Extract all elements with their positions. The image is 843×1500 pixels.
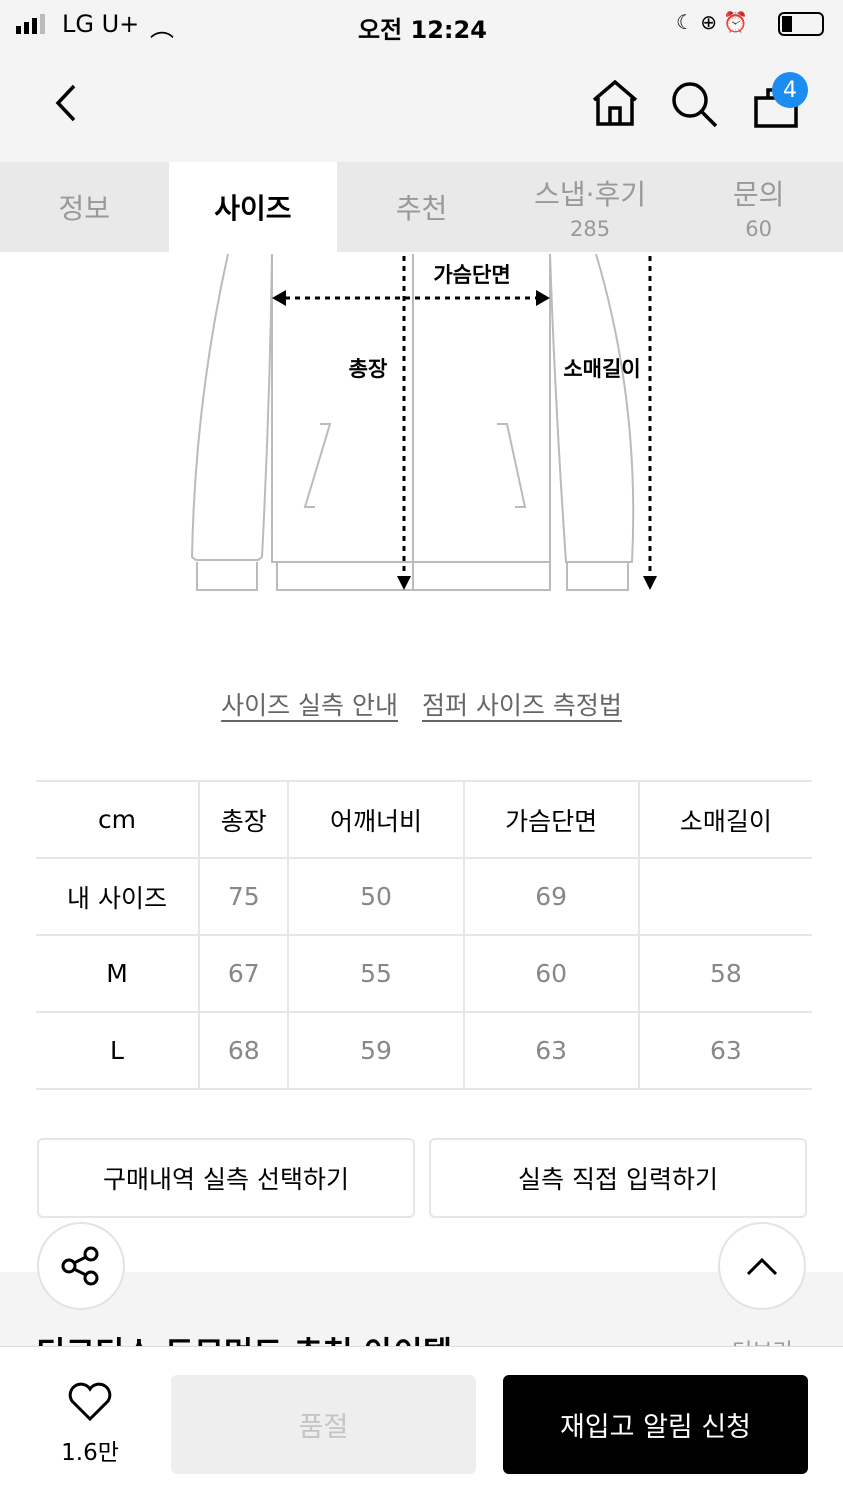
table-row: L 68 59 63 63	[36, 1011, 812, 1090]
cell: 58	[637, 934, 812, 1013]
measure-method-link[interactable]: 점퍼 사이즈 측정법	[421, 691, 622, 720]
tab-count: 285	[570, 217, 611, 241]
cell: 내 사이즈	[36, 857, 199, 936]
clock: 오전 12:24	[358, 16, 487, 44]
tab-info[interactable]: 정보	[0, 162, 169, 252]
back-icon[interactable]	[50, 82, 80, 124]
select-purchase-history-button[interactable]: 구매내역 실측 선택하기	[37, 1138, 415, 1218]
cell: L	[36, 1011, 199, 1090]
tab-qna[interactable]: 문의 60	[674, 162, 843, 252]
tab-label: 스냅·후기	[534, 178, 647, 211]
signal-icon	[16, 14, 45, 34]
cell: 59	[287, 1011, 464, 1090]
cell: 63	[637, 1011, 812, 1090]
size-table: cm 총장 어깨너비 가슴단면 소매길이 내 사이즈 75 50 69 M 67 55 60 58 L…	[36, 780, 812, 1090]
size-links: 사이즈 실측 안내 점퍼 사이즈 측정법	[0, 686, 843, 722]
cell: 55	[287, 934, 464, 1013]
soldout-button: 품절	[171, 1375, 476, 1474]
cell: 50	[287, 857, 464, 936]
status-bar: LG U+ ︵ 오전 12:24 ☾ ⊕ ⏰	[0, 0, 843, 50]
home-icon[interactable]	[590, 78, 640, 128]
wifi-icon: ︵	[150, 14, 174, 42]
tab-label: 문의	[732, 178, 785, 211]
label-chest: 가슴단면	[433, 263, 510, 287]
label-length: 총장	[349, 357, 388, 381]
heart-icon[interactable]	[66, 1381, 114, 1423]
cell	[637, 857, 812, 936]
table-row: M 67 55 60 58	[36, 934, 812, 1013]
header-cell: 가슴단면	[462, 780, 639, 859]
header-cell: 소매길이	[637, 780, 812, 859]
tab-reviews[interactable]: 스냅·후기 285	[506, 162, 675, 252]
battery-icon	[778, 12, 824, 36]
tab-label: 추천	[395, 192, 448, 225]
header-cell: 총장	[197, 780, 289, 859]
jacket-size-diagram: 가슴단면 총장 소매길이	[190, 253, 657, 591]
like-count: 1.6만	[61, 1440, 119, 1466]
chevron-up-icon	[746, 1257, 778, 1276]
header-cell: 어깨너비	[287, 780, 464, 859]
cell: 60	[462, 934, 639, 1013]
share-button[interactable]	[37, 1222, 125, 1310]
tab-bar: 정보 사이즈 추천 스냅·후기 285 문의 60	[0, 162, 843, 252]
recommend-section: 디코디스 도모먼드 추천 아이템 더보기	[0, 1272, 843, 1346]
header-cell: cm	[36, 780, 199, 859]
cell: 67	[197, 934, 289, 1013]
share-icon	[61, 1246, 99, 1286]
tab-count: 60	[745, 217, 773, 241]
scroll-top-button[interactable]	[718, 1222, 806, 1310]
size-guide-link[interactable]: 사이즈 실측 안내	[221, 691, 399, 720]
cell: 69	[462, 857, 639, 936]
bottom-bar: 1.6만 품절 재입고 알림 신청	[0, 1346, 843, 1500]
tab-label: 정보	[58, 192, 111, 225]
tab-label: 사이즈	[214, 192, 292, 225]
cell: M	[36, 934, 199, 1013]
search-icon[interactable]	[670, 80, 720, 130]
tab-size[interactable]: 사이즈	[168, 162, 338, 252]
direct-input-button[interactable]: 실측 직접 입력하기	[429, 1138, 807, 1218]
cell: 68	[197, 1011, 289, 1090]
tab-recommend[interactable]: 추천	[337, 162, 506, 252]
top-nav: 4	[0, 50, 843, 162]
label-sleeve: 소매길이	[563, 357, 640, 381]
cell: 63	[462, 1011, 639, 1090]
table-header-row: cm 총장 어깨너비 가슴단면 소매길이	[36, 780, 812, 859]
carrier: LG U+	[62, 10, 140, 38]
cell: 75	[197, 857, 289, 936]
moon-icon: ☾ ⊕ ⏰	[676, 10, 749, 34]
restock-alert-button[interactable]: 재입고 알림 신청	[503, 1375, 808, 1474]
cart-badge: 4	[772, 72, 808, 108]
more-link[interactable]: 더보기	[732, 1334, 793, 1346]
table-row: 내 사이즈 75 50 69	[36, 857, 812, 936]
recommend-title: 디코디스 도모먼드 추천 아이템	[36, 1328, 452, 1346]
